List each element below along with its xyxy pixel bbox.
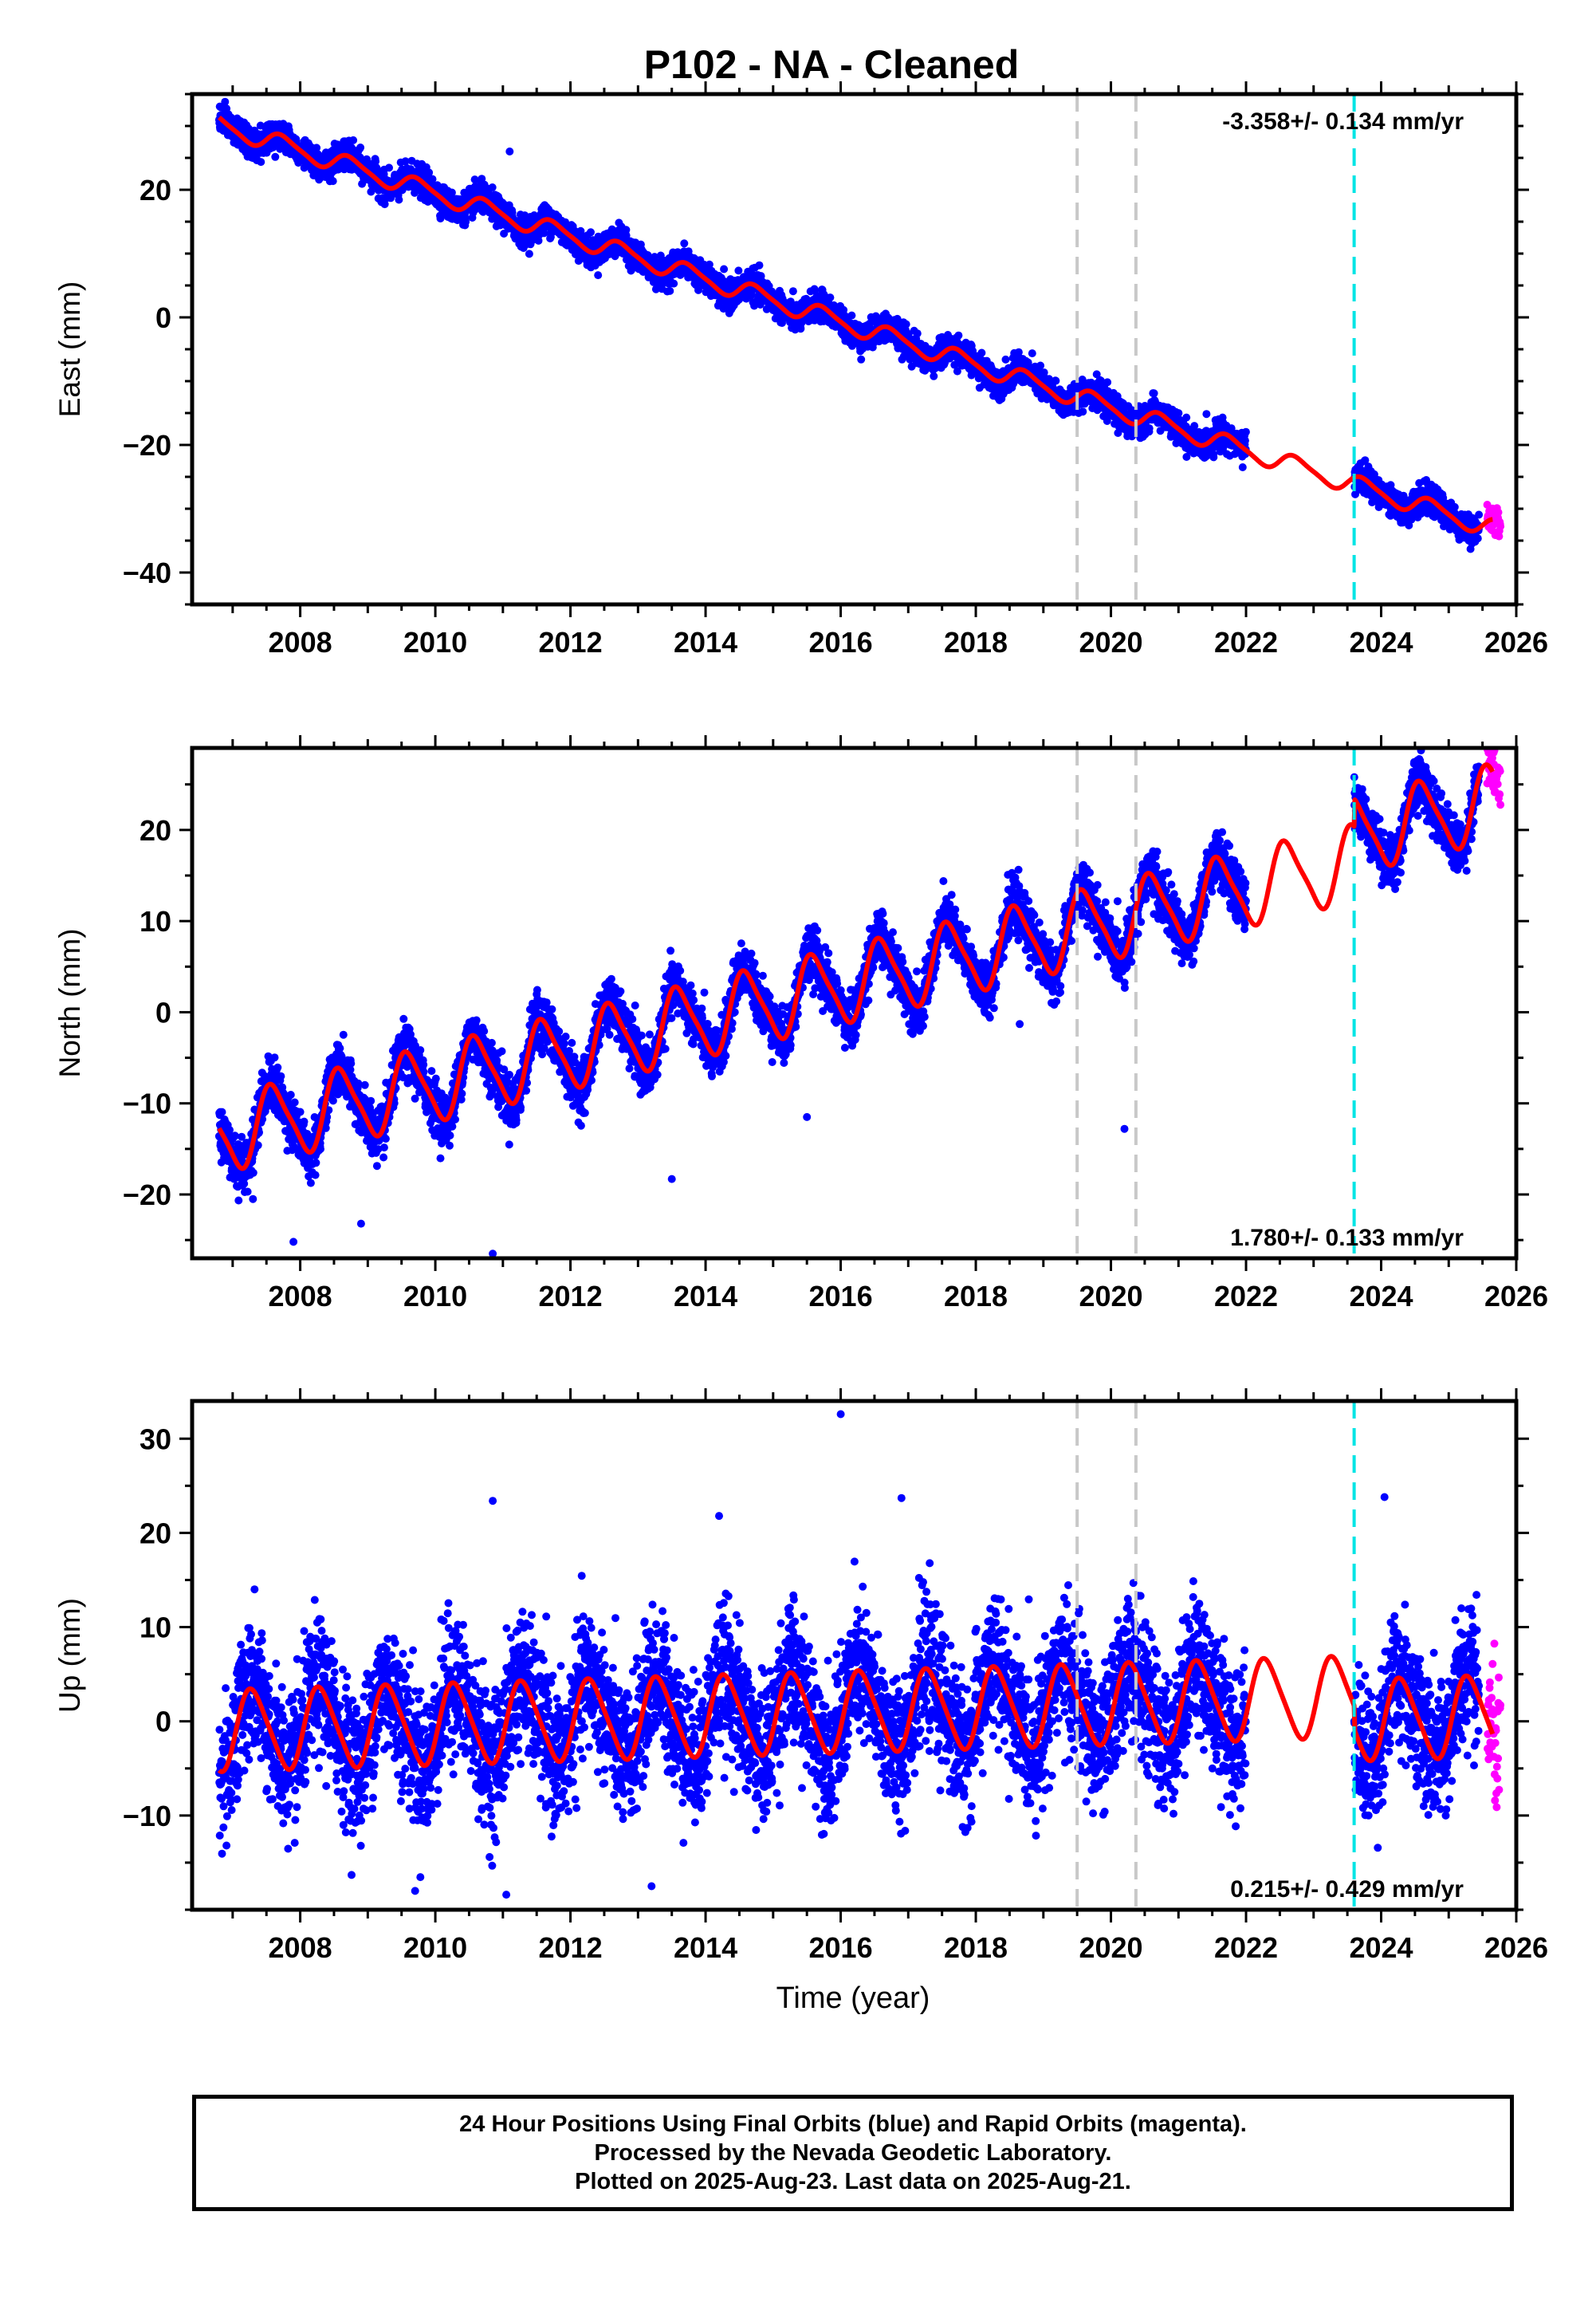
data-point — [1202, 410, 1211, 419]
panels: 2008 2010 2012 2014 2016 2018 2020 2022 2024 2026… — [53, 81, 1548, 1964]
data-point — [1079, 407, 1087, 416]
data-point — [1103, 378, 1112, 387]
data-point — [349, 136, 358, 144]
data-point — [470, 175, 479, 184]
data-point — [328, 177, 337, 186]
data-point — [401, 157, 410, 166]
data-point — [1001, 355, 1010, 364]
data-point — [587, 228, 595, 237]
chart-title: P102 - NA - Cleaned — [644, 42, 1020, 87]
data-point — [788, 287, 797, 296]
data-point — [902, 320, 910, 329]
data-point — [313, 144, 321, 152]
data-point — [977, 348, 986, 357]
data-point — [954, 331, 963, 340]
data-point — [257, 158, 265, 167]
data-point — [680, 239, 689, 248]
data-point — [380, 200, 389, 209]
data-point — [1182, 413, 1191, 422]
data-point — [670, 279, 678, 288]
data-point — [847, 311, 856, 320]
data-point — [930, 372, 938, 380]
data-point — [666, 286, 674, 295]
panel-1: 2008 2010 2012 2014 2016 2018 2020 2022 2024 2026… — [53, 81, 1548, 659]
data-point — [356, 144, 365, 152]
data-point — [385, 163, 393, 172]
data-point — [1040, 368, 1048, 377]
data-point — [1150, 389, 1158, 398]
data-point — [734, 266, 743, 275]
data-point — [447, 188, 456, 197]
data-point — [857, 355, 866, 364]
data-point — [462, 218, 470, 226]
data-point — [755, 261, 764, 270]
panel-plot-area — [214, 94, 1505, 604]
data-point — [1028, 349, 1036, 358]
data-point — [428, 175, 437, 183]
data-point — [1052, 376, 1060, 385]
data-point — [913, 329, 922, 338]
data-point — [826, 293, 835, 302]
data-point — [1145, 424, 1154, 433]
data-point — [371, 157, 380, 166]
data-point — [395, 195, 403, 204]
data-point — [488, 183, 497, 191]
data-point — [1209, 453, 1218, 462]
data-point — [221, 97, 230, 106]
data-point — [651, 253, 659, 262]
data-point — [367, 187, 375, 196]
data-point — [540, 229, 548, 238]
data-point — [720, 265, 729, 274]
data-point — [594, 271, 603, 280]
final-orbit-points — [214, 97, 1484, 553]
data-point — [1036, 361, 1045, 370]
data-point — [271, 152, 280, 161]
data-point — [525, 250, 533, 258]
